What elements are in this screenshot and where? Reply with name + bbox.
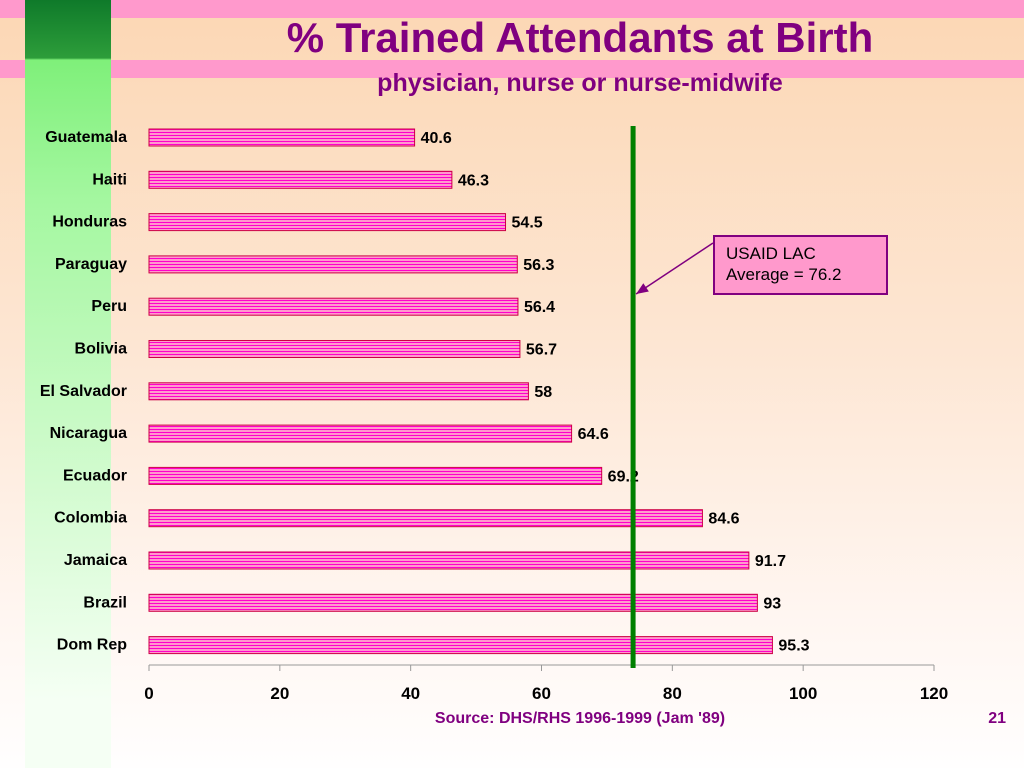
data-label: 58 <box>534 384 552 401</box>
bar-jamaica <box>148 551 750 570</box>
x-tick-label: 120 <box>920 684 948 703</box>
data-label: 40.6 <box>421 130 452 147</box>
reference-layer <box>630 126 714 668</box>
category-label: Brazil <box>83 594 127 611</box>
category-label: Peru <box>91 298 127 315</box>
chart-title: % Trained Attendants at Birth <box>286 14 874 61</box>
data-label: 46.3 <box>458 172 489 189</box>
bar-el-salvador <box>148 382 529 401</box>
bar-brazil <box>148 593 758 612</box>
x-tick-label: 20 <box>270 684 289 703</box>
bar-honduras <box>148 213 507 232</box>
arrowhead-icon <box>636 283 649 294</box>
x-tick-label: 100 <box>789 684 817 703</box>
bar-paraguay <box>148 255 518 274</box>
bar-dom-rep <box>148 636 773 655</box>
average-callout: USAID LAC Average = 76.2 <box>713 235 888 295</box>
category-label: El Salvador <box>40 383 127 400</box>
bar-colombia <box>148 509 703 528</box>
category-label: Ecuador <box>63 467 127 484</box>
page-number: 21 <box>988 710 1006 727</box>
x-tick-label: 80 <box>663 684 682 703</box>
data-label: 84.6 <box>708 511 739 528</box>
bar-bolivia <box>148 340 521 358</box>
source-note: Source: DHS/RHS 1996-1999 (Jam '89) <box>434 710 726 727</box>
data-label: 56.3 <box>523 257 554 274</box>
callout-pointer <box>635 242 714 295</box>
data-label: 56.4 <box>524 299 555 316</box>
chart-subtitle: physician, nurse or nurse-midwife <box>377 69 783 97</box>
category-label: Haiti <box>92 171 127 188</box>
green-side-column <box>25 0 111 768</box>
callout-line-1: USAID LAC <box>726 244 816 263</box>
category-label: Guatemala <box>45 129 127 146</box>
data-label: 56.7 <box>526 342 557 359</box>
bar-peru <box>148 297 519 316</box>
category-label: Honduras <box>52 214 127 231</box>
data-label: 93 <box>763 595 781 612</box>
category-label: Colombia <box>54 510 127 527</box>
x-tick-label: 60 <box>532 684 551 703</box>
bar-guatemala <box>148 128 416 147</box>
category-label: Jamaica <box>64 552 127 569</box>
category-label: Nicaragua <box>50 425 127 442</box>
top-band <box>0 0 1024 18</box>
x-axis: 0 20 40 60 80 100 120 <box>144 664 948 703</box>
data-label: 95.3 <box>778 638 809 655</box>
bar-nicaragua <box>148 424 573 443</box>
data-label: 64.6 <box>578 426 609 443</box>
bars-layer: Guatemala 40.6 Haiti 46.3 Honduras 54.5 Paragu… <box>40 128 810 655</box>
data-label: 91.7 <box>755 553 786 570</box>
bar-ecuador <box>148 466 603 485</box>
category-label: Dom Rep <box>57 637 127 654</box>
bar-haiti <box>148 170 453 189</box>
pink-stripe <box>0 60 1024 78</box>
callout-line-2: Average = 76.2 <box>726 265 842 284</box>
x-tick-label: 0 <box>144 684 153 703</box>
data-label: 54.5 <box>512 215 543 232</box>
x-tick-label: 40 <box>401 684 420 703</box>
category-label: Bolivia <box>75 341 128 358</box>
category-label: Paraguay <box>55 256 127 273</box>
